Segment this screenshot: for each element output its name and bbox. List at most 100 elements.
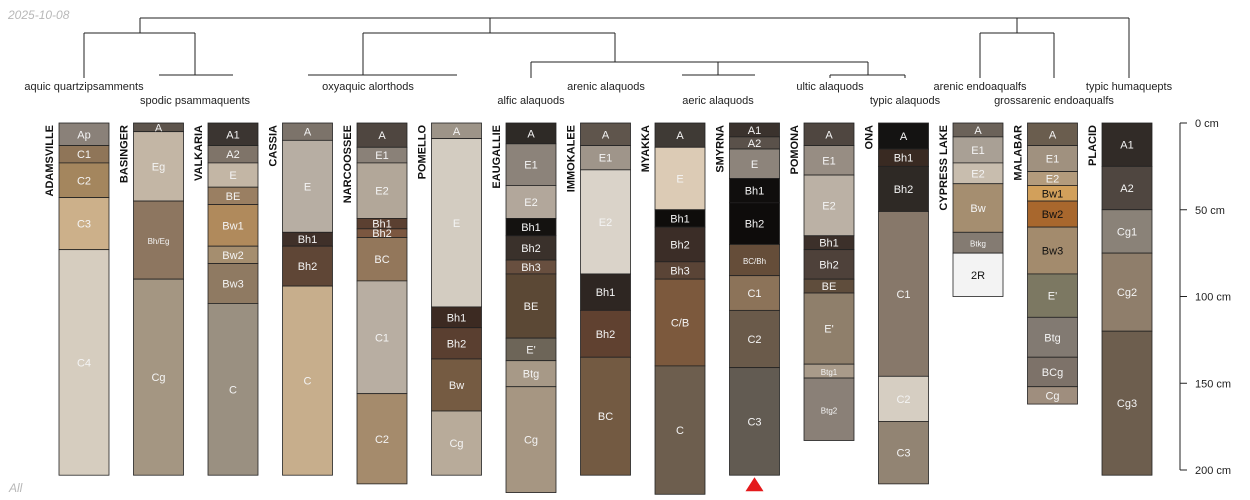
horizon-label: BE [226, 191, 241, 203]
horizon-label: C1 [77, 149, 91, 161]
horizon-label: A1 [1120, 140, 1133, 152]
horizon-E2 [505, 185, 557, 219]
horizon-Bh2 [654, 226, 706, 263]
horizon-label: Bh1 [298, 234, 318, 246]
horizon-Bh1 [580, 273, 631, 311]
horizon-label: BC [374, 254, 389, 266]
horizon-label: A2 [226, 149, 239, 161]
horizon-label: E [751, 159, 758, 171]
horizon-label: A [453, 126, 461, 138]
horizon-label: C3 [77, 219, 91, 231]
horizon-label: E1 [1046, 154, 1059, 166]
horizon-label: Cg3 [1117, 398, 1137, 410]
horizon-E2 [803, 174, 855, 237]
horizon-E' [803, 292, 855, 365]
horizon-E [207, 162, 259, 188]
profile-ona: A Bh1 Bh2 C1 C2 C3 ONA [864, 122, 929, 485]
profile-name: ADAMSVILLE [44, 125, 56, 197]
horizon-label: Eg [152, 161, 165, 173]
horizon-E2 [356, 162, 408, 219]
horizon-label: E [676, 174, 683, 186]
horizon-label: C1 [896, 289, 910, 301]
profile-name: POMONA [789, 125, 801, 175]
horizon-label: E [229, 170, 236, 182]
horizon-label: E [453, 218, 460, 230]
profile-name: ONA [864, 125, 876, 150]
horizon-A [878, 122, 929, 150]
horizon-label: Bw1 [1042, 188, 1063, 200]
horizon-label: Btg2 [821, 406, 838, 415]
horizon-label: C2 [747, 334, 761, 346]
horizon-label: C2 [375, 434, 389, 446]
horizon-E [729, 148, 780, 179]
horizon-label: A [974, 125, 982, 137]
horizon-label: Bh1 [894, 153, 914, 165]
profile-name: SMYRNA [715, 125, 727, 173]
horizon-label: Ap [77, 129, 90, 141]
horizon-label: C/B [671, 318, 689, 330]
horizon-BC [356, 237, 408, 282]
horizon-label: Bw1 [222, 220, 243, 232]
horizon-Cg [1027, 386, 1078, 405]
horizon-label: C [229, 384, 237, 396]
horizon-label: E2 [1046, 174, 1059, 186]
horizon-label: E1 [375, 150, 388, 162]
taxon-label: arenic alaquods [567, 81, 645, 93]
horizon-label: C2 [896, 394, 910, 406]
horizon-label: Bw2 [1042, 209, 1063, 221]
horizon-label: Bh2 [745, 219, 765, 231]
horizon-label: C2 [77, 175, 91, 187]
horizon-C1 [878, 211, 929, 377]
horizon-label: E1 [822, 155, 835, 167]
horizon-label: Cg [151, 372, 165, 384]
horizon-C3 [58, 197, 110, 251]
horizon-label: Bh1 [745, 186, 765, 198]
horizon-label: Cg [449, 438, 463, 450]
taxon-label: alfic alaquods [497, 95, 565, 107]
horizon-E1 [1027, 145, 1078, 172]
horizon-label: Bh2 [819, 259, 839, 271]
horizon-label: Cg2 [1117, 287, 1137, 299]
horizon-BC/Bh [729, 244, 780, 277]
horizon-label: Bh1 [521, 222, 541, 234]
horizon-label: Bh2 [894, 184, 914, 196]
profile-pomello: A E Bh1 Bh2 Bw Cg POMELLO [417, 122, 482, 476]
horizon-label: E2 [822, 200, 835, 212]
horizon-label: A [304, 127, 312, 139]
horizon-Bh2 [505, 235, 557, 261]
horizon-C4 [58, 249, 110, 476]
horizon-label: 2R [971, 270, 985, 282]
horizon-label: Bw [449, 380, 464, 392]
horizon-Bw3 [207, 263, 259, 304]
horizon-Bh2 [729, 202, 780, 245]
horizon-label: E2 [524, 197, 537, 209]
horizon-E [282, 139, 333, 233]
horizon-label: BE [822, 281, 837, 293]
horizon-Cg2 [1101, 252, 1153, 332]
horizon-Cg [431, 410, 482, 476]
horizon-Cg3 [1101, 330, 1153, 476]
horizon-label: Btg [523, 369, 540, 381]
horizon-C [282, 285, 333, 476]
horizon-label: A [825, 129, 833, 141]
horizon-label: BC [598, 411, 613, 423]
taxon-label: ultic alaquods [796, 81, 864, 93]
horizon-label: C1 [375, 332, 389, 344]
depth-axis: 0 cm 50 cm 100 cm 150 cm 200 cm [1179, 118, 1231, 477]
horizon-label: A [602, 129, 610, 141]
horizon-BC [580, 356, 631, 476]
profile-name: EAUGALLIE [491, 125, 503, 189]
horizon-C2 [58, 162, 110, 199]
horizon-label: Btg [1044, 332, 1061, 344]
profile-name: MYAKKA [640, 125, 652, 172]
horizon-Cg [505, 386, 557, 493]
horizon-label: Bw [970, 203, 985, 215]
horizon-A [654, 122, 706, 148]
horizon-label: A [155, 122, 163, 134]
horizon-Bh2 [431, 327, 482, 360]
horizon-BCg [1027, 356, 1078, 388]
horizon-C3 [878, 421, 929, 485]
horizon-label: A [1049, 129, 1057, 141]
profile-name: VALKARIA [193, 125, 205, 181]
